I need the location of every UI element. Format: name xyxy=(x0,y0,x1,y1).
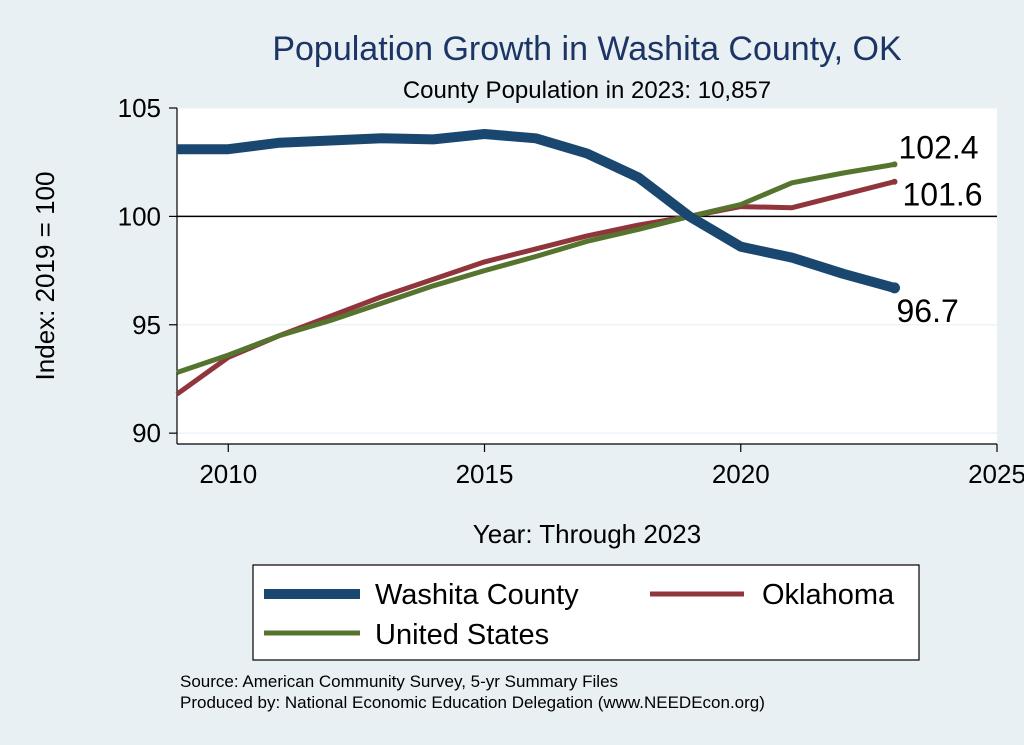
source-note: Source: American Community Survey, 5-yr … xyxy=(180,672,618,691)
legend-label-oklahoma: Oklahoma xyxy=(762,579,895,611)
x-tick-label-2015: 2015 xyxy=(456,459,514,489)
legend-label-united-states: United States xyxy=(375,619,549,651)
y-tick-label-105: 105 xyxy=(118,93,161,123)
series-line-united-states xyxy=(176,161,895,375)
end-label-oklahoma: 101.6 xyxy=(903,177,983,213)
chart-title: Population Growth in Washita County, OK xyxy=(272,30,902,68)
producer-note: Produced by: National Economic Education… xyxy=(180,693,765,712)
series-line-oklahoma-endpoint xyxy=(891,178,898,185)
series-line-united-states-endpoint xyxy=(891,161,898,168)
x-ticks: 2010 2015 2020 2025 xyxy=(199,444,1024,489)
chart-subtitle: County Population in 2023: 10,857 xyxy=(403,77,771,104)
series-line-washita-endpoint xyxy=(889,282,900,294)
series-lines xyxy=(175,129,900,397)
x-tick-label-2025: 2025 xyxy=(968,459,1024,489)
y-tick-label-95: 95 xyxy=(132,310,161,340)
x-tick-label-2010: 2010 xyxy=(199,459,257,489)
end-label-united-states: 102.4 xyxy=(899,129,979,165)
y-tick-label-90: 90 xyxy=(132,418,161,448)
series-line-washita xyxy=(177,129,896,293)
y-tick-label-100: 100 xyxy=(118,201,161,231)
x-tick-label-2020: 2020 xyxy=(712,459,770,489)
axes xyxy=(176,108,997,445)
end-labels: 96.7 101.6 102.4 xyxy=(897,129,983,329)
y-axis-title: Index: 2019 = 100 xyxy=(30,172,60,381)
legend-label-washita: Washita County xyxy=(375,579,579,611)
legend-box xyxy=(252,564,920,661)
end-label-washita: 96.7 xyxy=(897,293,959,329)
y-ticks: 90 95 100 105 xyxy=(118,93,177,448)
x-axis-title: Year: Through 2023 xyxy=(473,519,701,549)
legend: Washita County Oklahoma United States xyxy=(252,564,920,661)
